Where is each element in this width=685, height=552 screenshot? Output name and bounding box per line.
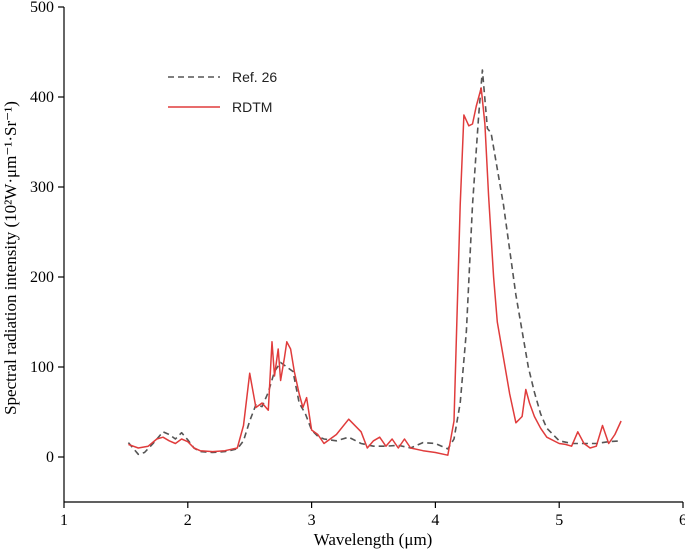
series-line-rdtm: [128, 87, 622, 456]
y-tick-label: 400: [30, 89, 54, 106]
legend: Ref. 26 RDTM: [168, 69, 277, 115]
axes-layer: 1 2 3 4 5 6 0 100 200 300 400 500: [30, 0, 685, 529]
x-tick-label: 3: [308, 512, 316, 529]
y-tick-label: 200: [30, 269, 54, 286]
y-tick-label: 0: [46, 449, 54, 466]
y-tick-label: 300: [30, 179, 54, 196]
legend-label-rdtm: RDTM: [232, 99, 272, 115]
y-tick-label: 100: [30, 359, 54, 376]
series-line-ref-26: [127, 69, 622, 456]
x-tick-label: 6: [679, 512, 685, 529]
series-layer: [127, 69, 622, 456]
x-axis-title: Wavelength (μm): [314, 530, 433, 549]
x-tick-label: 4: [431, 512, 439, 529]
x-tick-label: 5: [555, 512, 563, 529]
x-tick-label: 1: [60, 512, 68, 529]
x-tick-label: 2: [184, 512, 192, 529]
y-axis-title: Spectral radiation intensity (10²W·μm⁻¹·…: [1, 101, 20, 415]
y-tick-label: 500: [30, 0, 54, 16]
axis-labels: Wavelength (μm) Spectral radiation inten…: [1, 101, 432, 549]
legend-label-ref-26: Ref. 26: [232, 69, 277, 85]
